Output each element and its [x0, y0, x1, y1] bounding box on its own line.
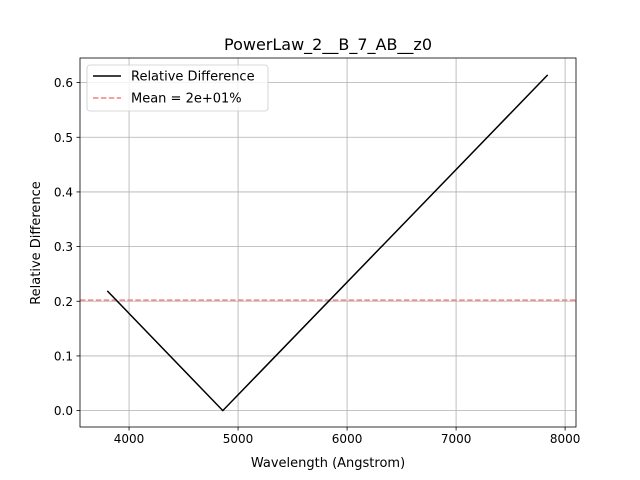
- x-tick-label: 7000: [441, 432, 472, 446]
- x-tick-label: 5000: [223, 432, 254, 446]
- y-tick-label: 0.0: [54, 404, 73, 418]
- y-tick-label: 0.1: [54, 349, 73, 363]
- x-tick-label: 6000: [332, 432, 363, 446]
- legend-box: [86, 64, 269, 112]
- y-axis-label: Relative Difference: [29, 181, 44, 305]
- x-axis-label: Wavelength (Angstrom): [251, 456, 405, 471]
- axes-frame: [79, 57, 577, 428]
- y-tick-label: 0.4: [54, 185, 73, 199]
- legend-label-relative-difference: Relative Difference: [131, 70, 255, 85]
- x-tick-label: 4000: [114, 432, 145, 446]
- x-tick-label: 8000: [550, 432, 581, 446]
- y-tick-label: 0.3: [54, 240, 73, 254]
- legend-label-mean: Mean = 2e+01%: [131, 92, 242, 107]
- y-tick-label: 0.2: [54, 295, 73, 309]
- plot-area: 4000 5000 6000 7000 8000 0.0 0.1 0.2 0.3 0.4 0.5 0.…: [54, 57, 581, 446]
- y-tick-label: 0.6: [54, 76, 73, 90]
- y-tick-label: 0.5: [54, 131, 73, 145]
- series-line-relative-difference: [106, 74, 549, 412]
- chart-title: PowerLaw_2__B_7_AB__z0: [224, 35, 432, 55]
